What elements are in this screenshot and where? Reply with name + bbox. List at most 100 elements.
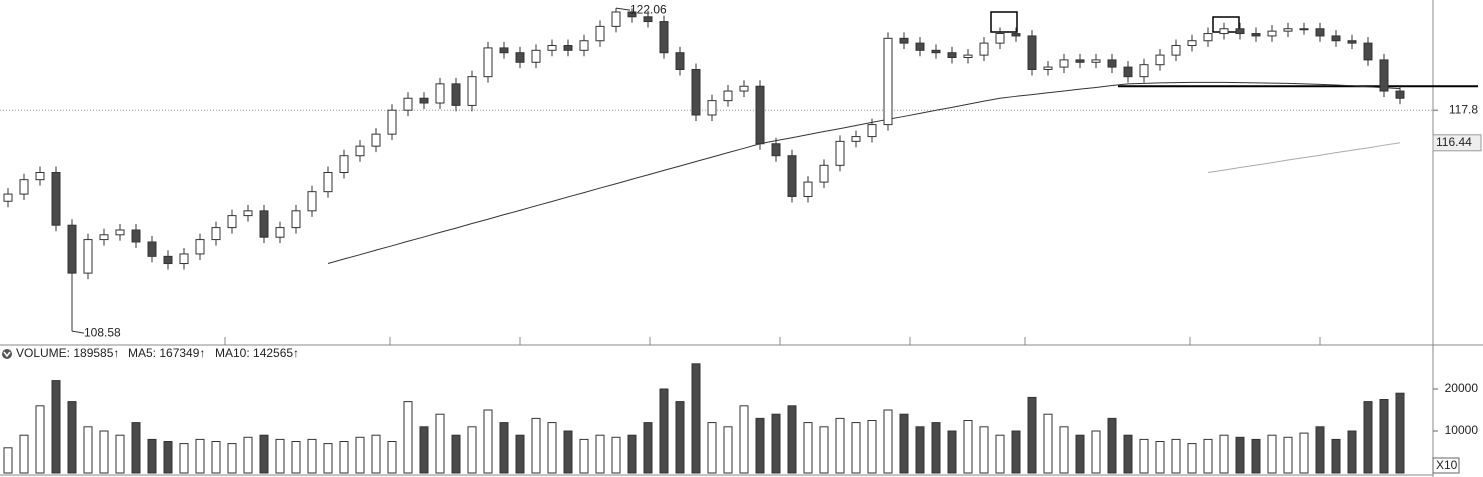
candle-body: [403, 97, 413, 111]
volume-bar: [419, 426, 429, 474]
candle-body: [659, 21, 669, 54]
volume-bar: [547, 422, 557, 474]
candle-body: [547, 45, 557, 51]
volume-ma10: MA10: 142565↑: [215, 346, 299, 360]
volume-bar: [323, 443, 333, 474]
candle-body: [1379, 59, 1389, 92]
candle-body: [707, 100, 717, 116]
candle-body: [643, 16, 653, 23]
candle-body: [1219, 28, 1229, 35]
candle-body: [483, 47, 493, 78]
candle-body: [451, 83, 461, 106]
volume-bar: [675, 401, 685, 474]
volume-bar: [1203, 438, 1213, 474]
candle-body: [243, 210, 253, 217]
volume-ma5: MA5: 167349↑: [128, 346, 205, 360]
volume-bar: [1395, 392, 1405, 474]
candle-body: [1139, 64, 1149, 78]
collapse-icon[interactable]: [2, 349, 12, 359]
volume-bar: [995, 434, 1005, 474]
volume-bar: [259, 434, 269, 474]
collapse-chevron: [3, 351, 11, 358]
volume-bar: [835, 417, 845, 474]
volume-bar: [1187, 443, 1197, 474]
candle-body: [1203, 33, 1213, 42]
candle-body: [179, 253, 189, 265]
volume-bar: [515, 434, 525, 474]
volume-bar: [1107, 417, 1117, 474]
candle-body: [51, 172, 61, 226]
candle-body: [963, 54, 973, 59]
candle-body: [531, 49, 541, 63]
candle-body: [995, 33, 1005, 44]
candle-body: [1091, 59, 1101, 63]
candle-body: [931, 49, 941, 54]
volume-bar: [1331, 438, 1341, 474]
candle-body: [1187, 40, 1197, 47]
candle-body: [787, 155, 797, 197]
volume-bar: [339, 441, 349, 474]
volume-bar: [771, 413, 781, 474]
volume-bar: [83, 426, 93, 474]
candle-body: [67, 224, 77, 274]
volume-bar: [915, 426, 925, 474]
volume-bar: [1299, 432, 1309, 474]
candle-body: [35, 172, 45, 181]
volume-bar: [1363, 401, 1373, 474]
volume-bar: [1315, 426, 1325, 474]
candle-body: [3, 193, 13, 202]
volume-bar: [243, 436, 253, 474]
ma-line: [1207, 142, 1401, 173]
volume-bar: [1379, 399, 1389, 474]
volume-bar: [227, 443, 237, 474]
candle-body: [1043, 66, 1053, 70]
high-label: 122.06: [630, 2, 667, 16]
volume-bar: [291, 441, 301, 474]
volume-bar: [1171, 438, 1181, 474]
candle-body: [275, 227, 285, 238]
volume-bar: [931, 422, 941, 474]
candle-body: [1123, 66, 1133, 78]
volume-bar: [883, 409, 893, 474]
candle-body: [675, 52, 685, 70]
high-pointer: [615, 7, 631, 11]
candle-body: [211, 227, 221, 241]
volume-bar: [627, 434, 637, 474]
volume-bar: [499, 422, 509, 474]
candle-body: [435, 83, 445, 104]
candle-body: [755, 85, 765, 145]
candle-body: [115, 229, 125, 236]
candle-body: [947, 52, 957, 58]
candle-body: [1331, 35, 1341, 42]
volume-bar: [387, 441, 397, 474]
volume-bar: [1075, 434, 1085, 474]
candle-body: [867, 124, 877, 138]
volume-bar: [451, 434, 461, 474]
candle-body: [1027, 35, 1037, 70]
volume-bar: [211, 441, 221, 474]
candle-body: [1299, 28, 1309, 31]
candle-body: [803, 181, 813, 197]
candle-body: [307, 191, 317, 212]
candle-body: [1171, 45, 1181, 56]
unit-box: [1432, 457, 1460, 474]
candle-body: [899, 37, 909, 44]
volume-bar: [787, 405, 797, 474]
candle-body: [515, 52, 525, 63]
candle-body: [1283, 28, 1293, 32]
volume-bar: [131, 422, 141, 474]
candle-body: [1395, 90, 1405, 99]
volume-bar: [3, 447, 13, 474]
volume-bar: [979, 426, 989, 474]
volume-bar: [563, 430, 573, 474]
candle-body: [131, 229, 141, 243]
candle-body: [227, 215, 237, 229]
volume-bar: [19, 434, 29, 474]
volume-bar: [51, 380, 61, 474]
volume-bar: [435, 413, 445, 474]
volume-bar: [35, 405, 45, 474]
low-pointer: [71, 330, 85, 334]
candle-body: [387, 109, 397, 135]
candle-body: [723, 90, 733, 102]
